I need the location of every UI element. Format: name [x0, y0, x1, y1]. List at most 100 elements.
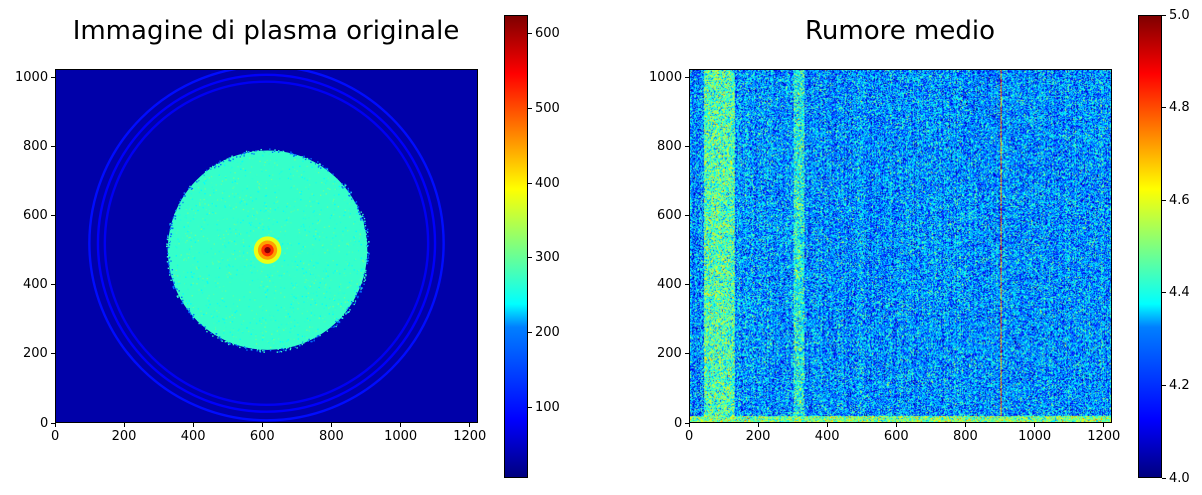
plasma-edge-pixel — [256, 153, 257, 154]
plasma-edge-pixel — [307, 158, 308, 159]
plasma-speckle — [198, 252, 199, 253]
plasma-speckle — [359, 229, 360, 230]
plasma-speckle — [216, 286, 217, 287]
plasma-speckle — [257, 191, 258, 192]
plasma-edge-pixel — [362, 223, 363, 224]
plasma-speckle — [329, 287, 330, 288]
plasma-speckle — [191, 193, 192, 194]
plasma-speckle — [291, 244, 292, 245]
plasma-speckle — [298, 253, 299, 254]
plasma-edge-pixel — [246, 349, 247, 350]
plasma-speckle — [294, 320, 295, 321]
plasma-edge-pixel — [181, 201, 182, 202]
plasma-speckle — [229, 270, 230, 271]
plasma-speckle — [344, 212, 345, 213]
plasma-speckle — [359, 237, 360, 238]
plasma-speckle — [246, 203, 247, 204]
plasma-edge-pixel — [294, 155, 295, 156]
plasma-speckle — [267, 286, 268, 287]
plasma-speckle — [243, 209, 244, 210]
plasma-speckle — [273, 316, 274, 317]
plasma-speckle — [344, 199, 345, 200]
plasma-speckle — [274, 331, 275, 332]
plasma-speckle — [238, 178, 239, 179]
plasma-speckle — [304, 177, 305, 178]
plasma-speckle — [282, 168, 283, 169]
plasma-speckle — [238, 231, 239, 232]
plasma-edge-pixel — [230, 343, 231, 344]
plasma-speckle — [217, 199, 218, 200]
plasma-speckle — [186, 217, 187, 218]
plasma-edge-pixel — [280, 151, 281, 152]
plasma-edge-pixel — [320, 167, 321, 168]
plasma-speckle — [270, 347, 271, 348]
plasma-edge-pixel — [169, 241, 170, 242]
plasma-speckle — [248, 196, 249, 197]
plasma-speckle — [344, 269, 345, 270]
plasma-speckle — [281, 307, 282, 308]
plasma-speckle — [239, 267, 240, 268]
plasma-edge-pixel — [339, 322, 340, 323]
plasma-speckle — [189, 248, 190, 249]
plasma-edge-pixel — [174, 215, 175, 216]
plasma-speckle — [200, 199, 201, 200]
plasma-speckle — [212, 213, 213, 214]
plasma-speckle — [322, 247, 323, 248]
plasma-speckle — [311, 287, 312, 288]
plasma-edge-pixel — [236, 156, 237, 157]
plasma-speckle — [345, 199, 346, 200]
plasma-speckle — [334, 195, 335, 196]
plasma-colorbar-tick-label: 300 — [535, 250, 560, 265]
plasma-speckle — [340, 188, 341, 189]
plasma-speckle — [323, 183, 324, 184]
plasma-speckle — [191, 284, 192, 285]
plasma-speckle — [297, 265, 298, 266]
plasma-speckle — [249, 284, 250, 285]
plasma-speckle — [254, 266, 255, 267]
plasma-speckle — [215, 282, 216, 283]
plasma-x-tick-label: 400 — [181, 429, 206, 444]
plasma-speckle — [198, 293, 199, 294]
plasma-speckle — [305, 187, 306, 188]
plasma-speckle — [272, 320, 273, 321]
plasma-speckle — [288, 264, 289, 265]
plasma-speckle — [334, 300, 335, 301]
plasma-speckle — [279, 334, 280, 335]
plasma-edge-pixel — [364, 228, 365, 229]
plasma-speckle — [223, 234, 224, 235]
plasma-speckle — [279, 178, 280, 179]
plasma-speckle — [349, 208, 350, 209]
plasma-speckle — [230, 168, 231, 169]
plasma-speckle — [284, 234, 285, 235]
plasma-speckle — [301, 249, 302, 250]
plasma-speckle — [259, 183, 260, 184]
plasma-speckle — [298, 176, 299, 177]
plasma-speckle — [176, 270, 177, 271]
plasma-speckle — [212, 187, 213, 188]
plasma-speckle — [348, 230, 349, 231]
plasma-speckle — [197, 291, 198, 292]
plasma-edge-pixel — [169, 270, 170, 271]
plasma-speckle — [206, 305, 207, 306]
plasma-speckle — [247, 252, 248, 253]
plasma-speckle — [290, 295, 291, 296]
plasma-speckle — [216, 310, 217, 311]
plasma-speckle — [322, 232, 323, 233]
plasma-speckle — [191, 248, 192, 249]
plasma-speckle — [268, 188, 269, 189]
plasma-edge-pixel — [331, 175, 332, 176]
plasma-speckle — [232, 193, 233, 194]
plasma-edge-pixel — [290, 151, 291, 152]
plasma-speckle — [251, 310, 252, 311]
plasma-x-tick-label: 600 — [250, 429, 275, 444]
plasma-speckle — [288, 217, 289, 218]
plasma-speckle — [188, 225, 189, 226]
plasma-speckle — [315, 302, 316, 303]
plasma-speckle — [235, 233, 236, 234]
plasma-edge-pixel — [257, 151, 258, 152]
plasma-speckle — [286, 206, 287, 207]
plasma-edge-pixel — [331, 326, 332, 327]
plasma-y-tick-mark — [51, 353, 55, 354]
plasma-speckle — [275, 209, 276, 210]
plasma-speckle — [276, 184, 277, 185]
